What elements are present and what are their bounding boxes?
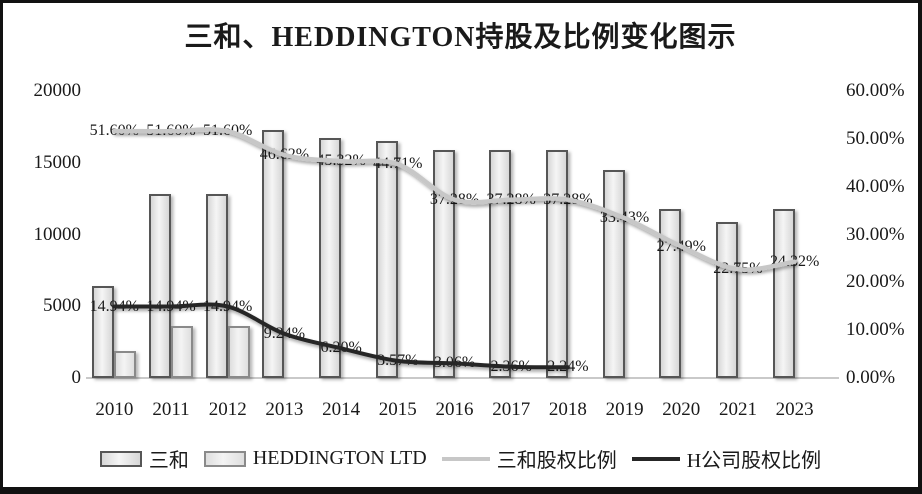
right-axis-tick-label: 30.00%	[846, 223, 905, 245]
legend-bar-swatch	[99, 450, 142, 467]
legend-bar-swatch	[203, 450, 246, 467]
x-axis-category-label: 2012	[208, 399, 247, 420]
legend-label: 三和	[148, 450, 189, 472]
x-axis-category-label: 2018	[548, 399, 587, 420]
x-axis-category-label: 2017	[492, 399, 531, 420]
x-axis-category-label: 2010	[95, 399, 134, 420]
bar-sanhe	[602, 169, 625, 378]
bar-heddington	[171, 326, 194, 378]
legend-item-h-company-ratio: H公司股权比例	[631, 444, 822, 473]
bar-sanhe	[375, 141, 398, 378]
bar-sanhe	[205, 194, 228, 378]
bar-sanhe	[149, 194, 172, 378]
legend-line-swatch	[441, 456, 490, 461]
x-axis-category-label: 2014	[322, 399, 361, 420]
left-axis-tick-label: 10000	[33, 223, 82, 245]
legend-line-swatch	[631, 456, 680, 461]
right-axis-tick-label: 0.00%	[846, 367, 896, 388]
x-axis-category-label: 2011	[152, 399, 190, 420]
h-company-ratio-data-label: 2.24%	[547, 358, 589, 376]
bar-sanhe	[489, 149, 512, 378]
x-axis-category-label: 2015	[378, 399, 417, 420]
left-axis-tick-label: 5000	[43, 295, 81, 317]
sanhe-ratio-data-label: 27.49%	[656, 237, 706, 255]
sanhe-ratio-data-label: 51.60%	[203, 122, 253, 140]
right-axis-tick-label: 10.00%	[846, 319, 905, 341]
legend-item-sanhe: 三和	[99, 444, 189, 473]
legend-label: HEDDINGTON LTD	[252, 447, 427, 469]
right-axis-tick-label: 40.00%	[846, 175, 905, 197]
bar-heddington	[227, 326, 250, 378]
h-company-ratio-data-label: 14.94%	[203, 297, 253, 315]
legend-label: H公司股权比例	[686, 450, 822, 472]
bar-sanhe	[432, 149, 455, 378]
left-axis-tick-label: 15000	[33, 151, 82, 173]
x-axis-category-label: 2023	[775, 399, 814, 420]
x-axis-category-label: 2016	[435, 399, 474, 420]
right-axis-tick-label: 20.00%	[846, 271, 905, 293]
x-axis-category-label: 2021	[718, 399, 757, 420]
x-axis-category-label: 2019	[605, 399, 644, 420]
sanhe-ratio-data-label: 24.32%	[769, 252, 820, 270]
legend-label: 三和股权比例	[496, 450, 617, 472]
legend-item-sanhe-ratio: 三和股权比例	[441, 444, 617, 473]
legend-item-heddington: HEDDINGTON LTD	[203, 447, 427, 470]
bar-sanhe	[659, 208, 682, 378]
x-axis-line	[86, 377, 839, 379]
bar-sanhe	[545, 149, 568, 378]
left-axis-tick-label: 20000	[33, 80, 82, 101]
bar-sanhe	[715, 221, 738, 378]
right-axis-tick-label: 60.00%	[846, 80, 905, 101]
x-axis-category-label: 2013	[265, 399, 304, 420]
right-axis-tick-label: 50.00%	[846, 127, 905, 149]
chart-title: 三和、HEDDINGTON持股及比例变化图示	[184, 22, 737, 53]
left-axis-tick-label: 0	[71, 367, 82, 388]
legend: 三和 HEDDINGTON LTD 三和股权比例 H公司股权比例	[3, 444, 918, 473]
bar-sanhe	[772, 208, 795, 378]
bar-heddington	[114, 350, 137, 378]
sanhe-ratio-data-label: 37.28%	[543, 190, 593, 208]
sanhe-ratio-data-label: 44.71%	[373, 155, 423, 173]
sanhe-ratio-data-label: 33.43%	[599, 209, 650, 227]
x-axis-category-label: 2020	[662, 399, 701, 420]
